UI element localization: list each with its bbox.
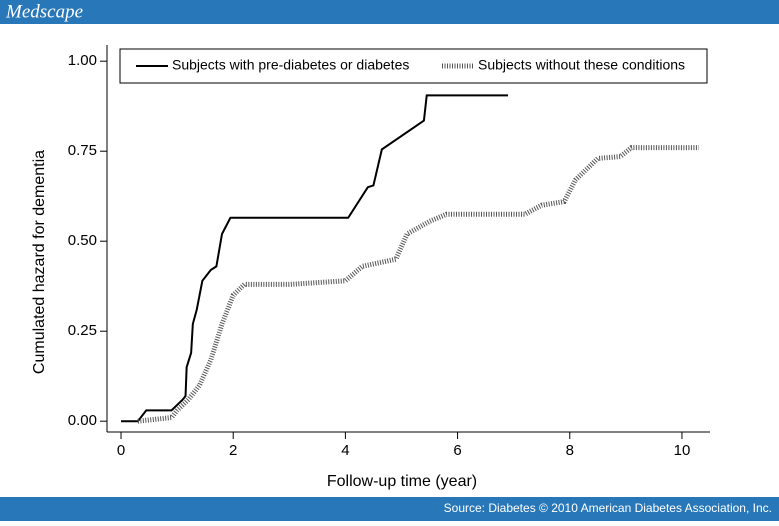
- source: Source: Diabetes © 2010 American Diabete…: [444, 501, 772, 515]
- y-axis-label: Cumulated hazard for dementia: [31, 150, 48, 374]
- series-line: [137, 145, 699, 424]
- footer-bar: [0, 497, 779, 521]
- y-tick-label: 1.00: [68, 52, 97, 69]
- y-tick-label: 0.25: [68, 322, 97, 339]
- x-tick-label: 8: [566, 442, 574, 459]
- x-tick-label: 0: [117, 442, 125, 459]
- x-tick-label: 6: [453, 442, 461, 459]
- y-tick-label: 0.75: [68, 142, 97, 159]
- x-tick-label: 2: [229, 442, 237, 459]
- x-axis-label: Follow-up time (year): [327, 473, 477, 490]
- legend-label: Subjects without these conditions: [478, 57, 685, 73]
- legend-label: Subjects with pre-diabetes or diabetes: [172, 57, 409, 73]
- x-tick-label: 4: [341, 442, 349, 459]
- y-tick-label: 0.50: [68, 232, 97, 249]
- x-tick-label: 10: [674, 442, 691, 459]
- series-line: [121, 94, 509, 423]
- legend-box: [119, 48, 708, 84]
- y-tick-label: 0.00: [68, 412, 97, 429]
- header-bar: [0, 0, 779, 24]
- brand: Medscape: [5, 1, 83, 22]
